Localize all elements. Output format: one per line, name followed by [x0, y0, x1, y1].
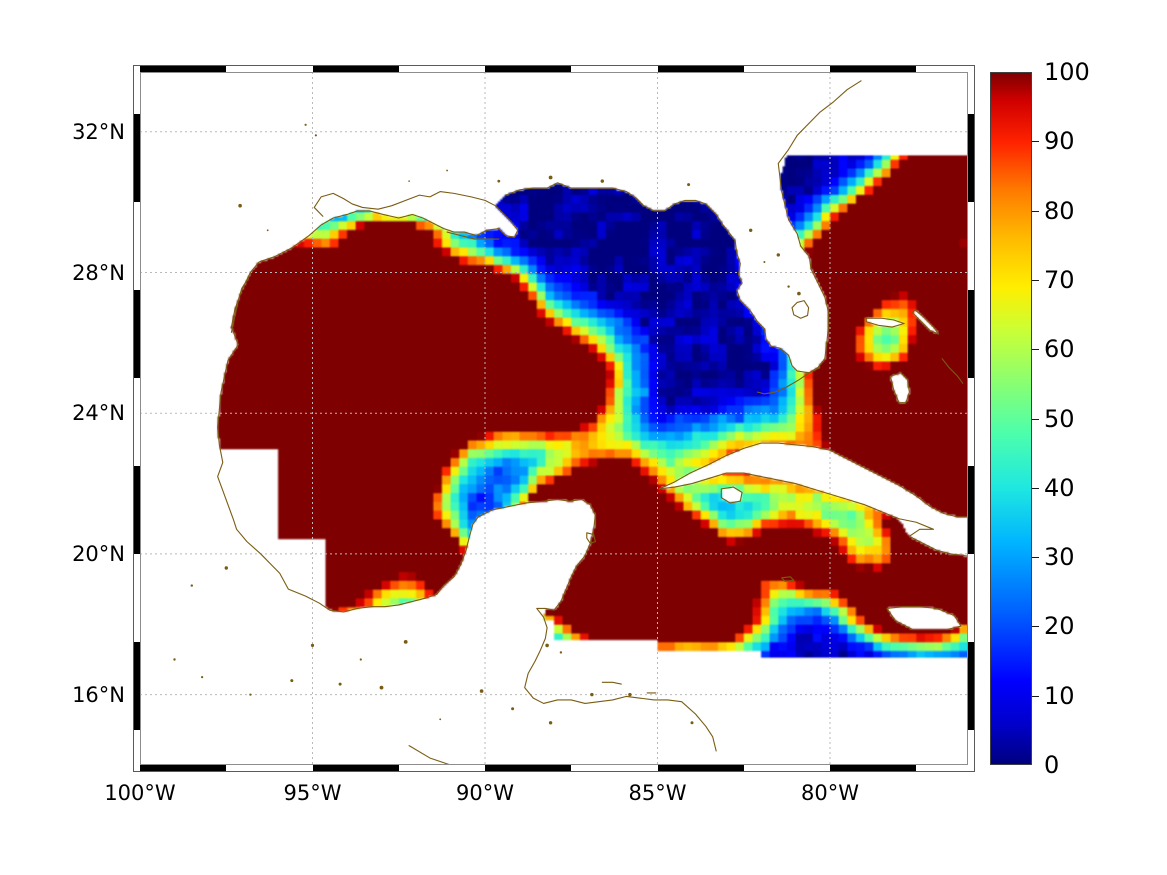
colorbar-tick-mark	[1032, 211, 1039, 212]
frame-segment-bottom	[571, 765, 657, 772]
colorbar-tick-mark	[1032, 349, 1039, 350]
colorbar-tick-label: 60	[1044, 335, 1075, 363]
frame-segment-right	[968, 114, 975, 202]
frame-segment-bottom	[313, 765, 399, 772]
frame-segment-right	[968, 202, 975, 290]
frame-segment-top	[744, 65, 830, 72]
map-data-clip	[140, 72, 968, 765]
frame-segment-top	[399, 65, 485, 72]
frame-segment-bottom	[658, 765, 744, 772]
colorbar-tick-label: 100	[1044, 58, 1090, 86]
frame-segment-bottom	[744, 765, 830, 772]
colorbar-tick-label: 80	[1044, 197, 1075, 225]
colorbar-tick-label: 90	[1044, 127, 1075, 155]
x-tick-label: 100°W	[104, 781, 175, 805]
frame-segment-bottom	[140, 765, 226, 772]
frame-segment-left	[133, 642, 140, 730]
y-tick-label: 20°N	[55, 542, 125, 566]
frame-segment-top	[313, 65, 399, 72]
frame-segment-top	[140, 65, 226, 72]
frame-segment-top	[658, 65, 744, 72]
frame-segment-top	[830, 65, 916, 72]
frame-segment-left	[133, 72, 140, 114]
colorbar-tick-mark	[1032, 626, 1039, 627]
frame-corner-bl	[133, 765, 140, 772]
frame-segment-right	[968, 730, 975, 765]
frame-segment-bottom	[399, 765, 485, 772]
frame-segment-top	[485, 65, 571, 72]
frame-segment-right	[968, 642, 975, 730]
colorbar-tick-mark	[1032, 141, 1039, 142]
frame-segment-left	[133, 378, 140, 466]
colorbar-tick-label: 0	[1044, 751, 1059, 779]
frame-segment-left	[133, 202, 140, 290]
map-axes[interactable]	[140, 72, 968, 765]
colorbar-tick-label: 10	[1044, 682, 1075, 710]
frame-segment-right	[968, 378, 975, 466]
frame-corner-br	[968, 765, 975, 772]
frame-segment-bottom	[485, 765, 571, 772]
colorbar-tick-mark	[1032, 557, 1039, 558]
frame-segment-right	[968, 290, 975, 378]
colorbar-tick-mark	[1032, 696, 1039, 697]
frame-segment-left	[133, 554, 140, 642]
frame-segment-right	[968, 466, 975, 554]
x-tick-label: 95°W	[284, 781, 342, 805]
colorbar-tick-label: 50	[1044, 405, 1075, 433]
y-tick-label: 28°N	[55, 261, 125, 285]
heatmap-raster	[140, 72, 968, 765]
colorbar-tick-mark	[1032, 280, 1039, 281]
frame-segment-left	[133, 114, 140, 202]
colorbar-tick-mark	[1032, 419, 1039, 420]
frame-corner-tr	[968, 65, 975, 72]
figure-canvas: 100°W 95°W 90°W 85°W 80°W 16°N 20°N 24°N 28°N 32…	[0, 0, 1167, 875]
frame-segment-top	[226, 65, 312, 72]
colorbar-tick-label: 40	[1044, 474, 1075, 502]
x-tick-label: 90°W	[456, 781, 514, 805]
colorbar-gradient-bar	[990, 72, 1032, 765]
frame-segment-left	[133, 730, 140, 765]
frame-segment-left	[133, 466, 140, 554]
colorbar-tick-label: 30	[1044, 543, 1075, 571]
frame-segment-left	[133, 290, 140, 378]
frame-segment-top	[571, 65, 657, 72]
colorbar-tick-label: 20	[1044, 612, 1075, 640]
frame-segment-right	[968, 72, 975, 114]
colorbar-tick-mark	[1032, 488, 1039, 489]
y-tick-label: 16°N	[55, 683, 125, 707]
colorbar-tick-label: 70	[1044, 266, 1075, 294]
frame-segment-bottom	[916, 765, 968, 772]
x-tick-label: 80°W	[801, 781, 859, 805]
x-tick-label: 85°W	[629, 781, 687, 805]
y-tick-label: 32°N	[55, 120, 125, 144]
frame-segment-right	[968, 554, 975, 642]
frame-segment-bottom	[830, 765, 916, 772]
frame-segment-bottom	[226, 765, 312, 772]
y-tick-label: 24°N	[55, 401, 125, 425]
frame-segment-top	[916, 65, 968, 72]
frame-corner-tl	[133, 65, 140, 72]
colorbar[interactable]: 0 10 20 30 40 50 60 70 80 90 100	[990, 72, 1032, 765]
